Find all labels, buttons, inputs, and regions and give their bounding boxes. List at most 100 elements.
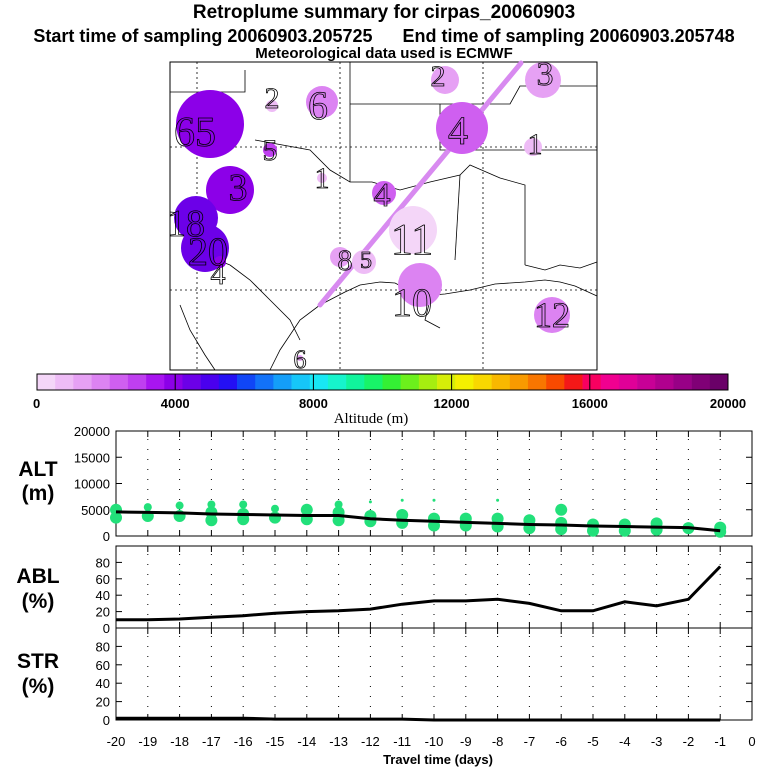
x-tick-label: -1 <box>714 734 726 749</box>
y-tick-label: 40 <box>96 588 110 603</box>
panel-label: STR <box>17 650 59 673</box>
y-tick-label: 60 <box>96 658 110 673</box>
colorbar-swatch <box>691 374 711 390</box>
colorbar-tick-label: 8000 <box>299 396 328 411</box>
colorbar-swatch <box>546 374 565 390</box>
plume-marker-circle <box>214 256 226 268</box>
colorbar-swatch <box>455 374 474 390</box>
colorbar-tick-label: 0 <box>33 396 40 411</box>
altitude-point <box>239 500 248 509</box>
plume-marker-circle <box>431 66 459 94</box>
x-tick-label: -6 <box>555 734 567 749</box>
altitude-point <box>650 523 663 536</box>
colorbar-swatch <box>273 374 292 390</box>
x-tick-label: -8 <box>492 734 504 749</box>
panel-unit: (%) <box>22 590 55 613</box>
x-tick-label: -7 <box>524 734 536 749</box>
x-tick-label: -18 <box>170 734 189 749</box>
y-tick-label: 10000 <box>74 477 110 492</box>
colorbar-swatch <box>437 374 456 390</box>
x-tick-label: -9 <box>460 734 472 749</box>
colorbar-tick-label: 20000 <box>710 396 746 411</box>
colorbar-swatch <box>255 374 274 390</box>
y-tick-label: 80 <box>96 639 110 654</box>
colorbar-swatch <box>146 374 165 390</box>
x-tick-label: -11 <box>393 734 411 749</box>
colorbar-swatch <box>164 374 183 390</box>
colorbar-frame <box>36 373 729 391</box>
plume-marker-label: 5 <box>263 134 278 167</box>
altitude-point <box>334 500 343 509</box>
x-tick-label: -12 <box>361 734 380 749</box>
panel-unit: (m) <box>22 482 55 505</box>
y-tick-label: 20 <box>96 695 110 710</box>
y-tick-label: 20000 <box>74 424 110 439</box>
y-tick-label: 80 <box>96 555 110 570</box>
colorbar-swatch <box>200 374 220 390</box>
colorbar-swatch <box>382 374 401 390</box>
altitude-point <box>143 503 152 512</box>
altitude-point <box>368 500 372 504</box>
altitude-point <box>555 503 568 516</box>
colorbar-swatch <box>37 374 56 390</box>
chart-title: Retroplume summary for cirpas_20060903 <box>192 2 576 23</box>
panel-frame <box>115 545 753 629</box>
altitude-colorbar: 0 4000 8000 12000 16000 20000 <box>33 373 746 411</box>
x-axis-label: Travel time (days) <box>383 752 493 767</box>
colorbar-tick-label: 12000 <box>434 396 470 411</box>
altitude-point <box>432 498 436 502</box>
colorbar-swatch <box>600 374 620 390</box>
altitude-point <box>400 498 404 502</box>
panel-label: ABL <box>16 565 59 588</box>
x-tick-label: -17 <box>202 734 221 749</box>
time-series-panels: ALT(m)20000150001000050000ABL(%)80604020… <box>16 424 755 749</box>
plume-marker-circle <box>330 247 350 267</box>
x-tick-label: -16 <box>234 734 253 749</box>
altitude-point <box>300 503 313 516</box>
x-tick-label: 0 <box>748 734 755 749</box>
x-tick-label: -20 <box>107 734 126 749</box>
x-tick-label: -3 <box>651 734 663 749</box>
colorbar-swatch <box>564 374 583 390</box>
country-border <box>179 304 216 371</box>
colorbar-swatch <box>655 374 674 390</box>
altitude-point <box>496 498 500 502</box>
y-tick-label: 20 <box>96 605 110 620</box>
plume-marker-label: 4 <box>374 177 391 214</box>
plume-marker-circle <box>389 206 437 254</box>
plume-marker-label: 3 <box>229 167 248 209</box>
end-time-label: End time of sampling 20060903.205748 <box>402 26 735 46</box>
colorbar-swatch <box>55 374 74 390</box>
abl-line <box>116 565 722 622</box>
plume-marker-circle <box>297 355 303 361</box>
colorbar-swatch <box>582 374 602 390</box>
colorbar-swatch <box>127 374 147 390</box>
plume-marker-circle <box>372 181 396 205</box>
plume-marker-circle <box>263 143 277 157</box>
altitude-point <box>269 511 281 524</box>
plume-marker-label: 11 <box>391 215 433 264</box>
colorbar-swatch <box>218 374 238 390</box>
colorbar-tick-label: 4000 <box>161 396 190 411</box>
x-tick-label: -19 <box>138 734 157 749</box>
altitude-point <box>110 511 122 524</box>
plume-marker-label: 1 <box>528 128 543 161</box>
coastline <box>424 299 441 329</box>
colorbar-swatch <box>327 374 347 390</box>
plume-marker-label: 12 <box>534 295 570 335</box>
state-border <box>454 174 461 261</box>
plume-marker-label: 6 <box>294 345 307 374</box>
y-tick-label: 5000 <box>81 503 110 518</box>
plume-marker-circle <box>398 263 442 307</box>
y-tick-label: 40 <box>96 676 110 691</box>
colorbar-label: Altitude (m) <box>334 411 409 427</box>
colorbar-swatch <box>291 374 311 390</box>
colorbar-swatch <box>364 374 383 390</box>
x-tick-label: -15 <box>266 734 285 749</box>
plume-marker-label: 20 <box>188 229 228 274</box>
state-border <box>524 261 598 271</box>
altitude-point <box>205 514 218 527</box>
